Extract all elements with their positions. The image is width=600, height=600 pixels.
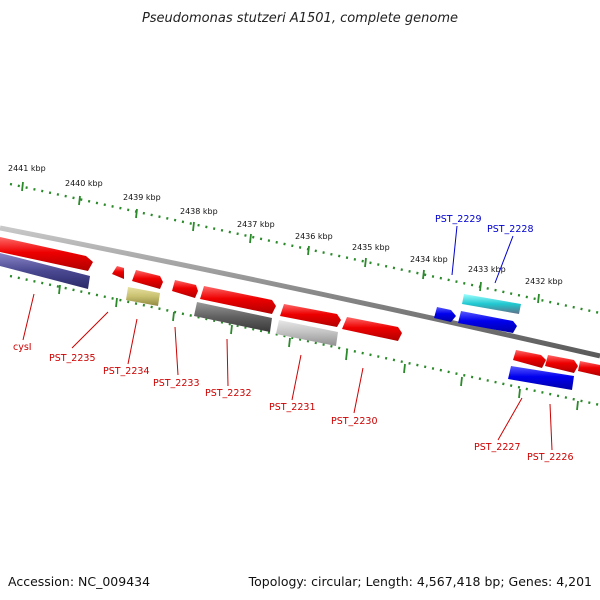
gene-label: cysI	[13, 342, 32, 353]
gene-label: PST_2229	[435, 214, 482, 225]
gene-pst-2233	[172, 280, 198, 298]
gene-label: PST_2232	[205, 388, 252, 399]
gene-pst-2232	[200, 286, 276, 314]
feature-bars	[0, 253, 574, 390]
feature-pst-2232	[194, 302, 272, 332]
gene-cysi	[0, 237, 93, 271]
gene-label: PST_2226	[527, 452, 574, 463]
gene-pst-2229	[434, 307, 456, 322]
gene-pst-2235	[112, 266, 124, 279]
genome-backbone	[0, 225, 600, 359]
gene-label: PST_2233	[153, 378, 200, 389]
feature-pst-2234	[126, 287, 160, 306]
lower-ruler-dots	[9, 274, 600, 407]
ruler-label: 2441 kbp	[8, 164, 46, 173]
feature-pst-2228	[462, 294, 521, 314]
forward-genes	[0, 237, 600, 376]
gene-pst-2230	[342, 317, 402, 341]
ruler-label: 2436 kbp	[295, 232, 333, 241]
ruler-label: 2438 kbp	[180, 207, 218, 216]
accession-text: Accession: NC_009434	[8, 574, 150, 589]
ruler-label: 2434 kbp	[410, 255, 448, 264]
feature-pst-2227	[508, 366, 574, 390]
gene-pst-2231	[280, 304, 341, 327]
ruler-label: 2439 kbp	[123, 193, 161, 202]
lower-ruler	[9, 274, 600, 411]
gene-label: PST_2228	[487, 224, 534, 235]
ruler-label: 2437 kbp	[237, 220, 275, 229]
gene-label: PST_2235	[49, 353, 96, 364]
ruler-label: 2435 kbp	[352, 243, 390, 252]
gene-label: PST_2227	[474, 442, 521, 453]
gene-offscreen-right	[578, 361, 600, 376]
genome-summary-text: Topology: circular; Length: 4,567,418 bp…	[248, 574, 592, 589]
upper-ruler: 2441 kbp 2440 kbp 2439 kbp 2438 kbp 2437…	[8, 164, 600, 315]
gene-label: PST_2230	[331, 416, 378, 427]
gene-pst-2234	[132, 270, 163, 289]
ruler-label: 2433 kbp	[468, 265, 506, 274]
lower-ruler-ticks	[58, 284, 579, 411]
gene-pst-2226	[545, 355, 578, 373]
callout-lines	[22, 225, 553, 451]
gene-label: PST_2234	[103, 366, 150, 377]
gene-pst-2227	[513, 350, 546, 368]
upper-ruler-ticks	[21, 181, 540, 304]
feature-pst-2231	[276, 320, 338, 346]
feature-pst-2228-b	[458, 311, 517, 333]
ruler-label: 2432 kbp	[525, 277, 563, 286]
gene-label: PST_2231	[269, 402, 316, 413]
map-title: Pseudomonas stutzeri A1501, complete gen…	[142, 11, 458, 26]
feature-cysi	[0, 253, 90, 289]
ruler-label: 2440 kbp	[65, 179, 103, 188]
